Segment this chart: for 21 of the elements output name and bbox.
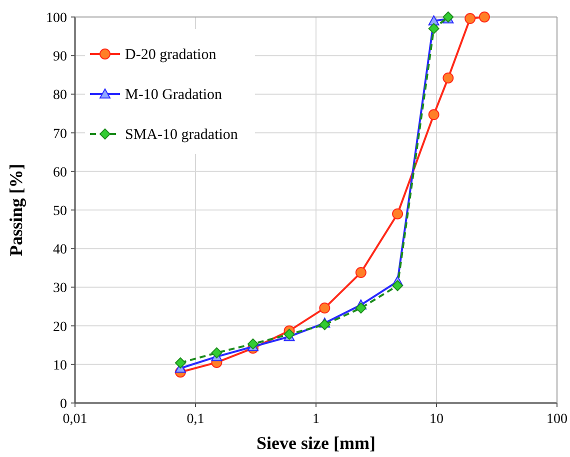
x-axis-title: Sieve size [mm] bbox=[256, 433, 376, 453]
y-tick-label: 40 bbox=[53, 242, 67, 258]
legend-label: D-20 gradation bbox=[125, 47, 217, 63]
y-tick-label: 10 bbox=[53, 358, 67, 374]
legend-label: SMA-10 gradation bbox=[125, 127, 238, 143]
y-tick-label: 100 bbox=[46, 11, 67, 26]
x-tick-label: 10 bbox=[430, 412, 444, 427]
x-tick-label: 0,01 bbox=[62, 412, 88, 427]
x-tick-label: 0,1 bbox=[186, 412, 204, 427]
y-tick-label: 20 bbox=[53, 320, 67, 335]
y-tick-label: 80 bbox=[53, 88, 67, 104]
y-tick-label: 90 bbox=[53, 50, 67, 65]
legend-label: M-10 Gradation bbox=[125, 87, 223, 103]
y-tick-label: 30 bbox=[53, 281, 67, 296]
y-tick-label: 70 bbox=[53, 126, 67, 142]
x-tick-label: 1 bbox=[312, 412, 320, 427]
x-tick-label: 100 bbox=[546, 412, 568, 427]
y-tick-label: 50 bbox=[53, 204, 67, 219]
y-tick-label: 60 bbox=[53, 165, 67, 180]
y-axis-title: Passing [%] bbox=[6, 164, 26, 256]
y-tick-label: 0 bbox=[60, 397, 67, 412]
